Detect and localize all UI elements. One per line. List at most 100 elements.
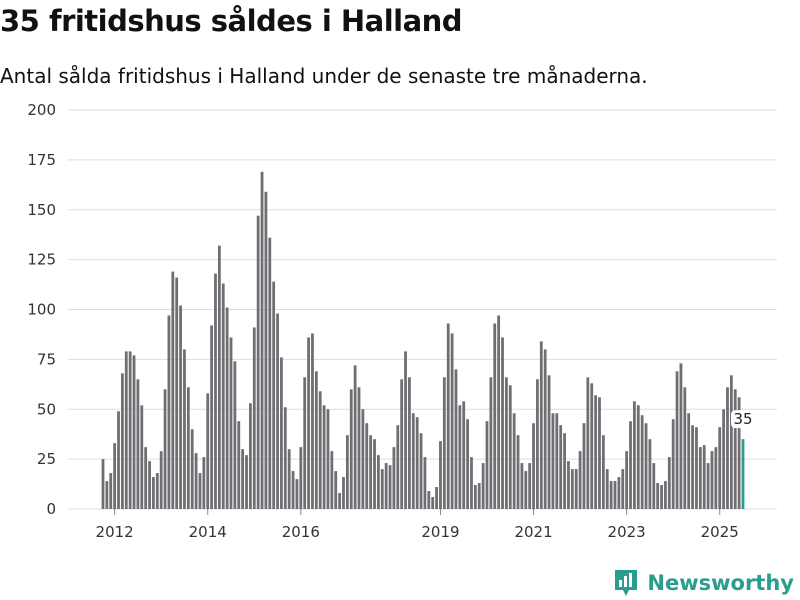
bar — [594, 395, 598, 509]
bar — [295, 479, 299, 509]
bar — [167, 315, 171, 509]
bar — [252, 327, 256, 509]
y-tick-label: 125 — [27, 251, 56, 269]
bar — [280, 357, 283, 509]
bar — [415, 417, 419, 509]
brand: Newsworthy — [613, 568, 794, 598]
bar — [400, 379, 404, 509]
bar — [268, 237, 272, 509]
bar — [388, 465, 392, 509]
bar — [547, 375, 551, 509]
x-axis-ticks: 2012 2014 2016 2019 2021 2023 2025 — [96, 509, 739, 540]
bar — [536, 379, 539, 509]
bar — [636, 405, 640, 509]
bar — [392, 447, 396, 509]
bar — [679, 363, 683, 509]
bar — [691, 425, 694, 509]
bar — [477, 483, 481, 509]
bar — [380, 469, 384, 509]
bar — [675, 371, 679, 509]
bar — [237, 421, 241, 509]
bar — [446, 323, 450, 509]
bar — [423, 457, 427, 509]
bar — [462, 401, 466, 509]
bar — [338, 493, 342, 509]
bar — [528, 463, 532, 509]
data-label-background — [731, 410, 757, 429]
bar — [120, 373, 124, 509]
bar — [148, 461, 151, 509]
bar — [221, 283, 225, 509]
bar — [718, 427, 722, 509]
bar — [198, 473, 202, 509]
bar — [225, 307, 229, 509]
bar — [132, 355, 136, 509]
bar — [202, 457, 206, 509]
bar — [233, 361, 237, 509]
bar — [473, 485, 477, 509]
bar — [532, 423, 535, 509]
brand-name: Newsworthy — [647, 571, 794, 595]
bar — [574, 469, 578, 509]
bar — [555, 413, 559, 509]
bar — [609, 481, 613, 509]
bar — [326, 409, 330, 509]
y-tick-label: 100 — [27, 301, 56, 319]
y-tick-label: 75 — [37, 350, 56, 368]
bar — [563, 433, 566, 509]
bar — [210, 325, 214, 509]
bar — [318, 391, 322, 509]
bar — [190, 429, 194, 509]
bar — [737, 397, 741, 509]
bar — [582, 423, 586, 509]
bar — [590, 383, 594, 509]
bar — [105, 481, 109, 509]
y-tick-label: 0 — [46, 500, 56, 518]
bar — [481, 463, 485, 509]
bar-latest — [741, 439, 745, 509]
bar — [559, 425, 563, 509]
bar — [427, 491, 431, 509]
bar — [291, 471, 295, 509]
bar — [357, 387, 361, 509]
bar — [334, 471, 338, 509]
bar — [439, 441, 442, 509]
bar — [307, 337, 310, 509]
bar — [702, 445, 706, 509]
bar — [733, 389, 737, 509]
x-tick-label: 2025 — [701, 523, 739, 540]
y-axis-ticks: 0 25 50 75 100 125 150 175 200 — [27, 101, 56, 518]
bar — [260, 171, 264, 509]
bar — [411, 413, 415, 509]
bar — [159, 451, 163, 509]
bar — [342, 477, 345, 509]
bar — [229, 337, 233, 509]
y-tick-label: 50 — [37, 400, 56, 418]
bar — [365, 423, 369, 509]
bar — [408, 377, 411, 509]
bar — [687, 413, 691, 509]
bar — [698, 447, 702, 509]
bar — [264, 191, 268, 510]
bar — [605, 469, 609, 509]
y-tick-label: 150 — [27, 201, 56, 219]
bar — [396, 425, 400, 509]
bar — [458, 405, 462, 509]
bar — [648, 439, 652, 509]
y-tick-label: 200 — [27, 101, 56, 119]
chart-subtitle: Antal sålda fritidshus i Halland under d… — [0, 64, 648, 88]
bar — [621, 469, 625, 509]
bar — [256, 215, 260, 510]
bar — [376, 455, 380, 509]
x-tick-label: 2019 — [421, 523, 459, 540]
bar — [504, 377, 508, 509]
bar — [617, 477, 621, 509]
bar — [578, 451, 582, 509]
bar — [570, 469, 574, 509]
bar — [214, 273, 217, 509]
bar — [470, 457, 473, 509]
bar — [586, 377, 590, 509]
bar — [140, 405, 144, 509]
bar — [512, 413, 516, 509]
